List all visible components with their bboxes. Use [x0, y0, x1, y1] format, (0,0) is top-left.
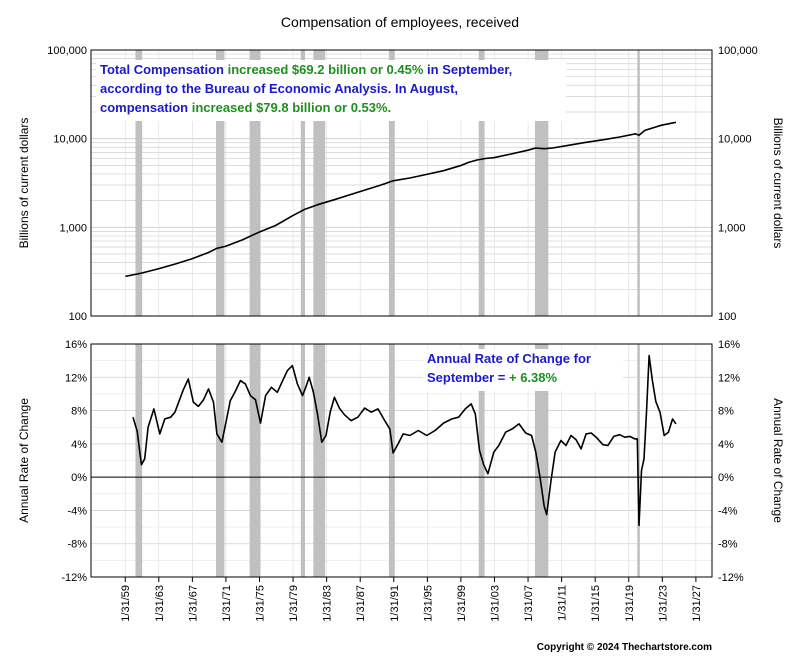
x-tick-label: 1/31/11 [557, 585, 569, 621]
annotation-line: according to the Bureau of Economic Anal… [100, 81, 458, 96]
y-tick-label-right: 8% [718, 406, 734, 418]
copyright-text: Copyright © 2024 Thechartstore.com [537, 642, 712, 653]
x-axis: 1/31/59 1/31/63 1/31/67 1/31/71 1/31/75 1/31/… [120, 577, 703, 622]
y-tick-label-left: 4% [71, 439, 87, 451]
y-tick-label-right: 1,000 [718, 222, 746, 234]
x-tick-label: 1/31/19 [624, 585, 636, 622]
annotation-segment: September = [427, 370, 509, 385]
annotation-line: Total Compensation increased $69.2 billi… [100, 62, 512, 77]
series-line [125, 121, 677, 278]
x-tick-label: 1/31/07 [523, 585, 535, 622]
y-tick-label-right: 10,000 [718, 134, 752, 146]
y-tick-label-left: 8% [71, 406, 87, 418]
annotation-segment: Total Compensation [100, 62, 228, 77]
y-tick-label-right: -12% [718, 572, 744, 584]
annotation-line: compensation increased $79.8 billion or … [100, 100, 391, 115]
y-axis-label-right: Billions of current dollars [771, 118, 785, 249]
annotation: Total Compensation increased $69.2 billi… [96, 60, 566, 121]
x-tick-label: 1/31/71 [221, 585, 233, 622]
x-tick-label: 1/31/03 [489, 585, 501, 622]
recession-band [216, 344, 225, 577]
x-tick-label: 1/31/63 [154, 585, 166, 622]
plot-frame [90, 343, 713, 578]
recession-band [135, 50, 143, 316]
y-tick-label-right: 100,000 [718, 45, 758, 57]
recession-band [300, 50, 305, 316]
annotation-segment: increased $69.2 billion or 0.45% [228, 62, 424, 77]
plot-frame [90, 49, 713, 317]
recession-band [313, 50, 326, 316]
x-tick-label: 1/31/15 [590, 585, 602, 622]
x-tick-label: 1/31/23 [657, 585, 669, 622]
recession-band [388, 344, 395, 577]
recession-band [534, 344, 549, 577]
annotation-background [96, 60, 566, 121]
y-tick-label-right: -8% [718, 539, 738, 551]
y-tick-label-left: 0% [71, 472, 87, 484]
y-tick-label-left: 1,000 [59, 222, 87, 234]
y-axis-label-left: Annual Rate of Change [17, 398, 31, 523]
x-tick-label: 1/31/91 [389, 585, 401, 622]
x-tick-label: 1/31/99 [456, 585, 468, 622]
recession-band [478, 50, 485, 316]
y-tick-label-right: 100 [718, 311, 736, 323]
x-tick-label: 1/31/75 [255, 585, 267, 622]
annotation-segment: compensation [100, 100, 192, 115]
y-axis-label-left: Billions of current dollars [17, 118, 31, 249]
y-tick-label-right: -4% [718, 505, 738, 517]
x-tick-label: 1/31/67 [187, 585, 199, 622]
annotation-segment: increased $79.8 billion or 0.53%. [192, 100, 391, 115]
y-tick-label-left: 10,000 [53, 134, 87, 146]
recession-band [249, 50, 261, 316]
y-tick-label-right: 4% [718, 439, 734, 451]
x-tick-label: 1/31/83 [322, 585, 334, 622]
recession-band [388, 50, 395, 316]
x-tick-label: 1/31/95 [422, 585, 434, 622]
x-tick-label: 1/31/59 [120, 585, 132, 622]
annotation-line: Annual Rate of Change for [427, 351, 591, 366]
y-axis-label-right: Annual Rate of Change [771, 398, 785, 523]
recession-band [313, 344, 326, 577]
annual-rate-of-change-panel: -12% -12% -8% -8% -4% -4% 0% 0% 4% 4% 8% 8% 12% 12% 16… [17, 339, 785, 584]
compensation-level-panel: 100 100 1,000 1,000 10,000 10,000 100,000 100,0… [17, 45, 785, 323]
y-tick-label-left: 12% [65, 372, 87, 384]
y-tick-label-left: 100,000 [47, 45, 87, 57]
x-tick-label: 1/31/87 [355, 585, 367, 622]
y-tick-label-right: 12% [718, 372, 740, 384]
y-tick-label-left: -12% [61, 572, 87, 584]
recession-band [135, 344, 143, 577]
y-tick-label-left: -4% [67, 505, 87, 517]
annotation-segment: Annual Rate of Change for [427, 351, 591, 366]
x-tick-label: 1/31/79 [288, 585, 300, 622]
annotation-background [423, 349, 623, 391]
series-line [132, 354, 677, 527]
recession-band [249, 344, 261, 577]
y-tick-label-right: 16% [718, 339, 740, 351]
annotation-segment: + 6.38% [509, 370, 558, 385]
recession-band [637, 50, 640, 316]
x-tick-label: 1/31/27 [691, 585, 703, 622]
recession-band [216, 50, 225, 316]
y-tick-label-left: 100 [69, 311, 87, 323]
y-tick-label-left: -8% [67, 539, 87, 551]
chart-title: Compensation of employees, received [281, 14, 519, 30]
recession-band [637, 344, 640, 577]
annotation-segment: in September, [423, 62, 512, 77]
annotation: Annual Rate of Change for September = + 6… [423, 349, 623, 391]
recession-band [300, 344, 305, 577]
y-tick-label-left: 16% [65, 339, 87, 351]
y-tick-label-right: 0% [718, 472, 734, 484]
annotation-line: September = + 6.38% [427, 370, 558, 385]
annotation-segment: according to the Bureau of Economic Anal… [100, 81, 458, 96]
